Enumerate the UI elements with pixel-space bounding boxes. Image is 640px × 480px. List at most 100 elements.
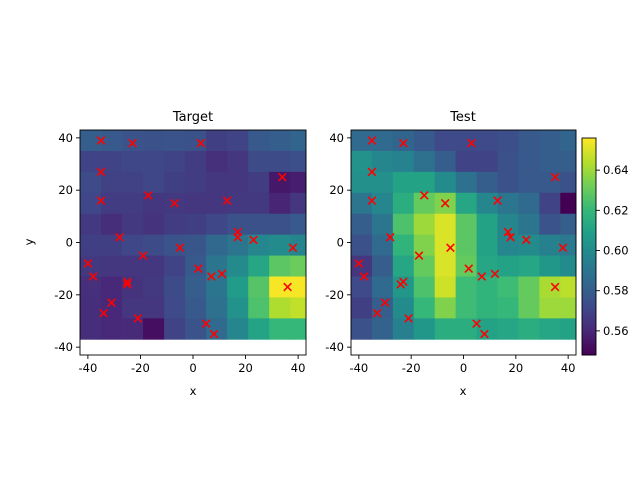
target-heatmap-cell <box>80 171 102 194</box>
target-point-marker <box>99 308 109 318</box>
target-x-axis-label: x <box>190 384 197 398</box>
test-heatmap-cell <box>351 192 373 215</box>
target-heatmap-cell <box>143 234 165 256</box>
test-heatmap-cell <box>455 276 477 298</box>
colorbar-strip <box>582 246 596 250</box>
test-heatmap-cell <box>413 255 436 277</box>
test-panel: Test -40 -20 0 20 40 -40 -20 0 20 40 x <box>325 110 577 398</box>
target-x-tick-label: -20 <box>131 361 150 375</box>
target-point-marker <box>133 314 143 323</box>
test-x-tick-label: 0 <box>460 361 467 375</box>
test-heatmap-cell <box>518 150 540 173</box>
target-heatmap-cell <box>143 318 165 340</box>
target-point-marker <box>96 167 106 177</box>
colorbar-strip <box>582 333 596 337</box>
colorbar-gradient <box>582 138 596 356</box>
test-heatmap-cell <box>413 213 436 236</box>
test-heatmap-cell <box>476 192 498 215</box>
colorbar-strip <box>582 322 596 326</box>
test-point-marker <box>440 198 450 208</box>
target-heatmap-cell <box>143 171 165 194</box>
target-heatmap-cell <box>290 234 307 256</box>
colorbar-strip <box>582 314 596 318</box>
test-heatmap-cell <box>413 171 436 194</box>
colorbar-strip <box>582 184 596 188</box>
test-heatmap-cell <box>455 318 477 340</box>
colorbar-strip <box>582 276 596 280</box>
test-heatmap-cell <box>371 130 394 152</box>
colorbar-strip <box>582 230 596 234</box>
target-y-tick-label: 0 <box>66 236 73 250</box>
test-point-marker <box>372 308 382 318</box>
test-point-marker <box>521 235 531 245</box>
colorbar-strip <box>582 336 596 340</box>
test-heatmap-cell <box>371 171 394 194</box>
target-heatmap-cell <box>227 150 249 173</box>
target-heatmap-cell <box>290 171 307 194</box>
test-heatmap-cell <box>434 150 457 173</box>
test-heatmap-cell <box>560 297 577 319</box>
target-heatmap-cell <box>101 255 123 277</box>
test-heatmap-cell <box>351 213 373 236</box>
target-heatmap-cell <box>248 318 270 340</box>
test-heatmap-cell <box>476 318 498 340</box>
colorbar-strip <box>582 273 596 277</box>
target-heatmap-cell <box>206 213 228 236</box>
target-points <box>83 136 298 339</box>
colorbar-tick-label: 0.56 <box>603 324 629 338</box>
colorbar-strip <box>582 159 596 163</box>
target-heatmap-cell <box>101 150 123 173</box>
target-heatmap-cell <box>185 318 207 340</box>
target-heatmap-cell <box>185 150 207 173</box>
test-point-marker <box>385 232 395 242</box>
target-x-tick-label: 0 <box>189 361 196 375</box>
target-point-marker <box>143 191 153 200</box>
target-heatmap-cell <box>80 318 102 340</box>
test-heatmap-cell <box>455 297 477 319</box>
target-heatmap-cell <box>269 297 291 319</box>
target-heatmap-cell <box>269 150 291 173</box>
test-heatmap-cell <box>497 234 519 256</box>
target-heatmap-cell <box>248 150 270 173</box>
target-point-marker <box>196 138 206 148</box>
target-heatmap-cell <box>122 234 144 256</box>
test-x-axis-label: x <box>460 384 467 398</box>
colorbar-strip <box>582 192 596 196</box>
colorbar-strip <box>582 349 596 353</box>
target-heatmap-cell <box>290 150 307 173</box>
colorbar-strip <box>582 151 596 155</box>
target-heatmap-cell <box>290 213 307 236</box>
target-heatmap-cell <box>164 150 186 173</box>
colorbar-strip <box>582 303 596 307</box>
test-point-marker <box>550 282 560 292</box>
target-point-marker <box>209 329 219 339</box>
colorbar: 0.56 0.58 0.60 0.62 0.64 <box>581 137 629 356</box>
test-heatmap-cell <box>518 276 540 298</box>
test-heatmap-cell <box>539 130 561 152</box>
target-heatmap-cell <box>164 171 186 194</box>
colorbar-strip <box>582 213 596 218</box>
test-heatmap-cell <box>392 192 415 215</box>
colorbar-strip <box>582 306 596 310</box>
test-heatmap-cell <box>539 150 561 173</box>
colorbar-strip <box>582 300 596 304</box>
colorbar-strip <box>582 143 596 147</box>
target-point-marker <box>115 232 124 242</box>
colorbar-strip <box>582 298 596 302</box>
colorbar-strip <box>582 325 596 329</box>
target-heatmap-cell <box>290 276 307 298</box>
colorbar-strip <box>582 344 596 348</box>
test-heatmap-cell <box>497 130 519 152</box>
target-heatmap-cell <box>206 192 228 215</box>
test-heatmap-cell <box>497 213 519 236</box>
target-heatmap-cell <box>143 130 165 152</box>
test-heatmap-cell <box>392 234 415 256</box>
test-heatmap-cell <box>560 234 577 256</box>
test-point-marker <box>354 259 364 268</box>
test-heatmap-cell <box>371 150 394 173</box>
test-point-marker <box>367 167 377 177</box>
target-heatmap-cell <box>248 130 270 152</box>
target-heatmap-cell <box>206 150 228 173</box>
target-x-ticks: -40 -20 0 20 40 <box>78 355 305 375</box>
target-heatmap-cell <box>269 213 291 236</box>
